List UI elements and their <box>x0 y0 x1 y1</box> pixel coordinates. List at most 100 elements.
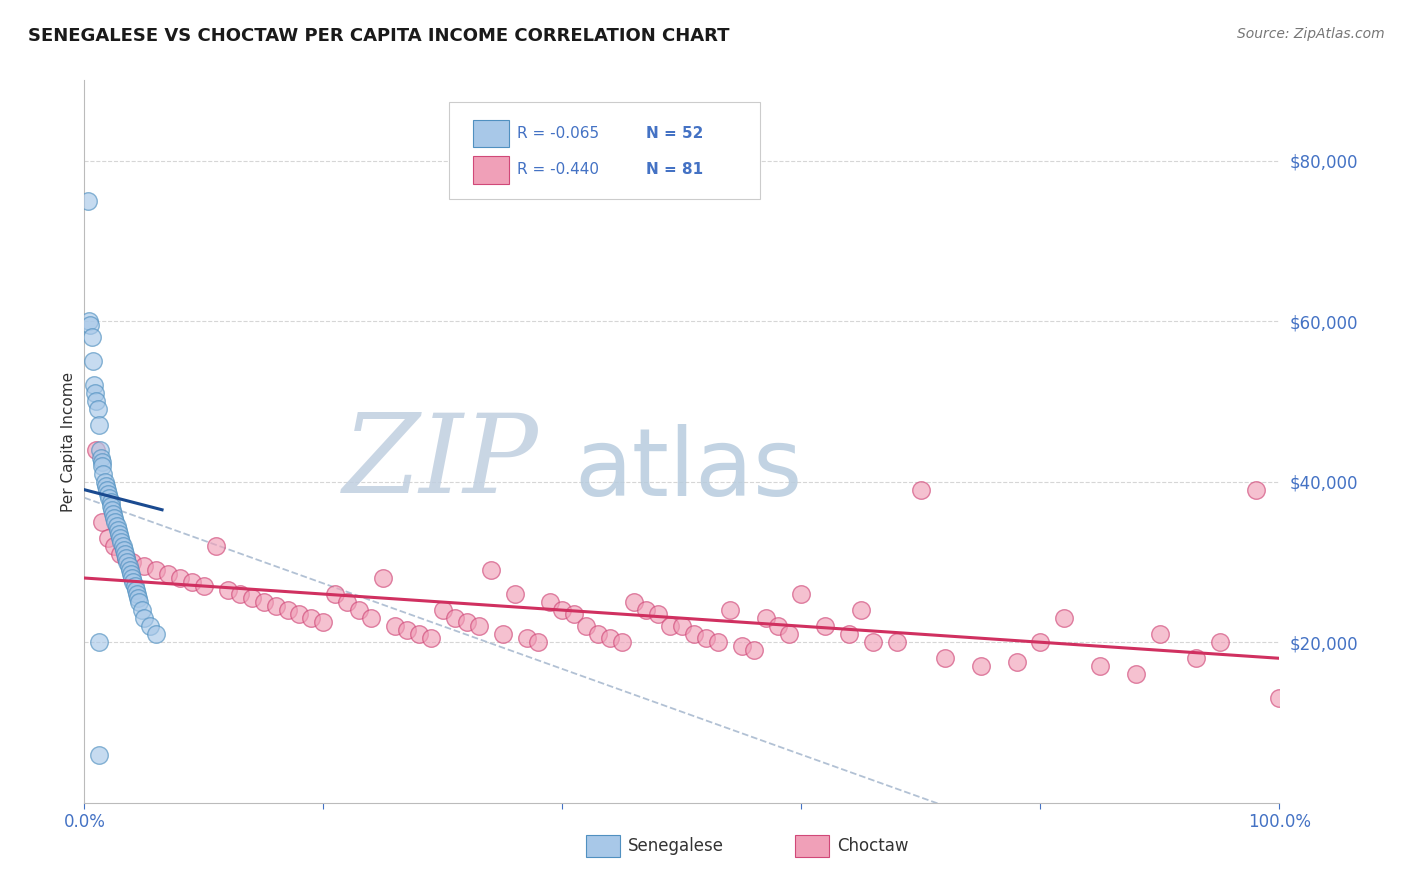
Text: N = 81: N = 81 <box>647 162 703 178</box>
Point <box>934 651 956 665</box>
Point <box>229 587 252 601</box>
Point <box>1149 627 1171 641</box>
Point <box>101 507 124 521</box>
Point <box>103 510 125 524</box>
Point <box>114 547 136 561</box>
Point <box>373 571 395 585</box>
Point <box>97 486 120 500</box>
Point <box>111 539 134 553</box>
Point <box>671 619 693 633</box>
Point <box>145 563 167 577</box>
Point <box>117 558 139 574</box>
Point <box>217 583 239 598</box>
Point <box>551 603 574 617</box>
Point <box>695 632 717 646</box>
Point <box>1209 635 1232 649</box>
Point <box>790 587 813 601</box>
Point <box>575 619 598 633</box>
Point <box>1125 667 1147 681</box>
Point <box>1005 655 1028 669</box>
Point <box>659 619 682 633</box>
Point <box>253 595 276 609</box>
Point <box>432 603 454 617</box>
Point <box>647 607 669 621</box>
Point <box>1244 483 1267 497</box>
Point <box>91 454 114 468</box>
Bar <box>796 835 830 857</box>
Point <box>349 603 371 617</box>
Point <box>115 550 138 566</box>
Point <box>87 418 110 433</box>
Point <box>886 635 908 649</box>
Point <box>83 378 105 392</box>
Point <box>118 563 141 577</box>
Point <box>132 558 156 574</box>
Point <box>910 483 932 497</box>
Point <box>86 402 108 417</box>
Point <box>396 623 419 637</box>
Point <box>169 571 191 585</box>
Point <box>277 603 299 617</box>
Point <box>103 539 125 553</box>
Point <box>336 595 359 609</box>
Point <box>110 531 132 545</box>
Point <box>90 450 112 465</box>
Point <box>77 314 100 328</box>
Point <box>101 502 124 516</box>
Point <box>121 555 143 569</box>
Point <box>131 603 153 617</box>
Text: Choctaw: Choctaw <box>838 838 908 855</box>
Point <box>97 531 120 545</box>
Point <box>851 603 873 617</box>
Point <box>1029 635 1052 649</box>
Point <box>82 354 104 368</box>
Point <box>301 611 323 625</box>
Point <box>84 386 107 401</box>
Point <box>456 615 478 630</box>
Point <box>128 595 150 609</box>
Point <box>108 526 131 541</box>
Point <box>145 627 167 641</box>
Point <box>264 599 287 614</box>
Point <box>86 394 108 409</box>
Point <box>86 442 108 457</box>
Bar <box>472 120 509 147</box>
Point <box>1185 651 1208 665</box>
Point <box>492 627 515 641</box>
Point <box>479 563 502 577</box>
Point <box>564 607 586 621</box>
Point <box>623 595 645 609</box>
FancyBboxPatch shape <box>449 102 759 200</box>
Point <box>1090 659 1112 673</box>
Point <box>125 583 148 598</box>
Point <box>240 591 263 605</box>
Point <box>599 632 621 646</box>
Point <box>77 194 100 208</box>
Point <box>527 635 550 649</box>
Point <box>91 458 114 473</box>
Text: Senegalese: Senegalese <box>628 838 724 855</box>
Point <box>181 574 204 589</box>
Point <box>1268 691 1291 706</box>
Point <box>814 619 837 633</box>
Point <box>408 627 430 641</box>
Point <box>360 611 382 625</box>
Point <box>288 607 311 621</box>
Point <box>112 542 135 557</box>
Bar <box>472 156 509 184</box>
Point <box>91 515 114 529</box>
Point <box>731 639 754 653</box>
Point <box>1053 611 1076 625</box>
Point <box>125 587 148 601</box>
Point <box>779 627 801 641</box>
Point <box>100 499 122 513</box>
Point <box>384 619 406 633</box>
Point <box>104 515 127 529</box>
Point <box>105 518 128 533</box>
Point <box>110 547 132 561</box>
Point <box>132 611 156 625</box>
Point <box>205 539 228 553</box>
Text: R = -0.065: R = -0.065 <box>517 127 599 141</box>
Point <box>420 632 443 646</box>
Point <box>124 579 146 593</box>
